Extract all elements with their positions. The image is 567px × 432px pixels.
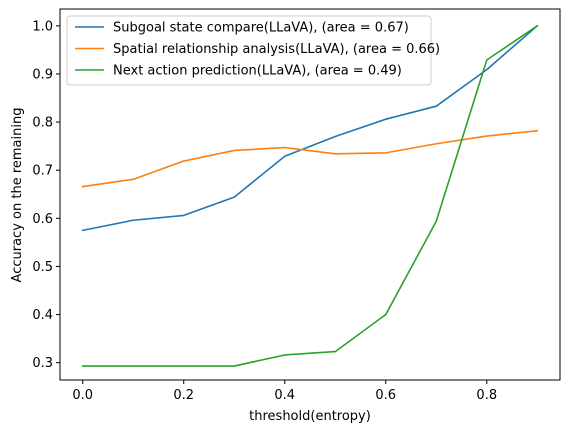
y-tick-label: 0.8 <box>32 116 53 131</box>
y-axis-label: Accuracy on the remaining <box>10 108 25 283</box>
legend: Subgoal state compare(LLaVA), (area = 0.… <box>66 15 440 86</box>
series-layer <box>81 24 539 367</box>
y-tick-label: 0.6 <box>32 212 53 227</box>
y-tick-label: 0.7 <box>32 164 53 179</box>
x-tick-label: 0.6 <box>375 388 396 403</box>
x-axis-label: threshold(entropy) <box>249 409 371 424</box>
x-tick-label: 0.4 <box>274 388 295 403</box>
y-tick-label: 0.9 <box>32 67 53 82</box>
y-tick-label: 0.3 <box>32 356 53 371</box>
y-axis: 0.3 0.4 0.5 0.6 0.7 0.8 0.9 1.0 <box>32 19 60 371</box>
y-tick-label: 1.0 <box>32 19 53 34</box>
legend-label-1: Subgoal state compare(LLaVA), (area = 0.… <box>113 21 409 36</box>
legend-box <box>66 15 432 86</box>
y-tick-label: 0.5 <box>32 260 53 275</box>
y-tick-label: 0.4 <box>32 308 53 323</box>
x-tick-label: 0.0 <box>72 388 93 403</box>
legend-label-3: Next action prediction(LLaVA), (area = 0… <box>113 64 402 79</box>
x-axis: 0.0 0.2 0.4 0.6 0.8 <box>72 380 497 403</box>
x-tick-label: 0.2 <box>173 388 194 403</box>
plot-frame <box>59 8 561 381</box>
series-line-1 <box>81 24 539 232</box>
legend-label-2: Spatial relationship analysis(LLaVA), (a… <box>113 42 440 57</box>
x-tick-label: 0.8 <box>476 388 497 403</box>
series-line-3 <box>81 24 539 367</box>
